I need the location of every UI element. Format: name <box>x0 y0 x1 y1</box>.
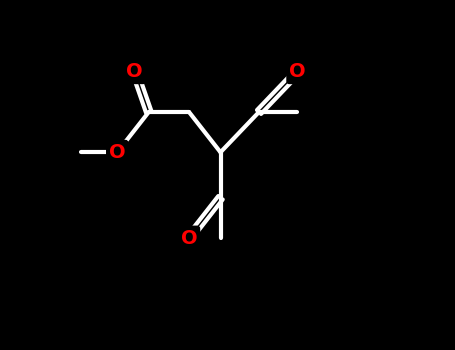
Text: O: O <box>109 143 126 162</box>
Text: O: O <box>289 62 306 81</box>
Text: O: O <box>181 229 197 247</box>
Text: O: O <box>126 62 143 81</box>
